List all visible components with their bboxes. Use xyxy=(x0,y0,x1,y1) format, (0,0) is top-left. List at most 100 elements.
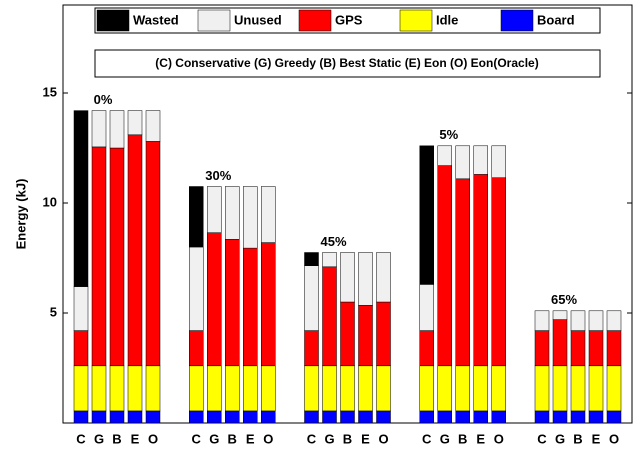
group-label: 0% xyxy=(94,92,113,107)
legend-label: Board xyxy=(537,12,575,27)
bar-segment xyxy=(340,365,355,412)
bar-segment xyxy=(145,410,161,424)
bar-segment xyxy=(376,410,391,424)
bar-segment xyxy=(304,265,319,331)
legend-label: Idle xyxy=(436,12,458,27)
bar-segment xyxy=(437,365,452,412)
bar-segment xyxy=(207,186,222,233)
bar-segment xyxy=(534,310,550,331)
bar-segment xyxy=(534,330,550,367)
legend-swatch xyxy=(500,9,534,32)
bar-segment xyxy=(606,310,622,331)
bar-segment xyxy=(552,319,568,367)
x-tick-label: O xyxy=(494,431,504,446)
bar-segment xyxy=(189,330,204,367)
y-tick-label: 5 xyxy=(50,304,57,319)
annotation-box xyxy=(94,49,601,78)
group-label: 65% xyxy=(551,292,577,307)
bar-segment xyxy=(455,145,470,180)
bar-segment xyxy=(491,177,506,367)
bar-segment xyxy=(127,134,143,367)
legend-swatch xyxy=(197,9,231,32)
x-tick-label: O xyxy=(263,431,273,446)
bar-segment xyxy=(419,145,434,285)
bar-segment xyxy=(552,410,568,424)
bar-segment xyxy=(340,252,355,303)
bar-segment xyxy=(73,365,89,412)
bar-segment xyxy=(322,266,337,367)
bar-segment xyxy=(588,310,604,331)
x-tick-label: E xyxy=(476,431,485,446)
bar-segment xyxy=(588,410,604,424)
bar-segment xyxy=(304,365,319,412)
bar-segment xyxy=(207,410,222,424)
bar-segment xyxy=(73,330,89,367)
bar-segment xyxy=(91,365,107,412)
bar-segment xyxy=(491,410,506,424)
x-tick-label: G xyxy=(94,431,104,446)
x-tick-label: O xyxy=(148,431,158,446)
bar-segment xyxy=(340,301,355,367)
x-tick-label: B xyxy=(112,431,121,446)
bar-segment xyxy=(73,110,89,287)
bar-segment xyxy=(243,186,258,249)
bar-segment xyxy=(73,410,89,424)
x-tick-label: B xyxy=(343,431,352,446)
bar-segment xyxy=(570,365,586,412)
bar-segment xyxy=(127,410,143,424)
x-tick-label: E xyxy=(592,431,601,446)
bar-segment xyxy=(358,410,373,424)
bar-segment xyxy=(225,365,240,412)
bar-segment xyxy=(243,365,258,412)
bar-segment xyxy=(145,365,161,412)
bar-segment xyxy=(473,174,488,367)
bar-segment xyxy=(473,145,488,175)
bar-segment xyxy=(473,365,488,412)
bar-segment xyxy=(437,145,452,166)
bar-segment xyxy=(145,141,161,367)
x-tick-label: C xyxy=(307,431,317,446)
y-tick-label: 10 xyxy=(43,194,57,209)
bar-segment xyxy=(91,110,107,148)
x-tick-label: C xyxy=(537,431,547,446)
bar-segment xyxy=(145,110,161,142)
annotation: (C) Conservative (G) Greedy (B) Best Sta… xyxy=(155,56,538,70)
bar-segment xyxy=(225,410,240,424)
bar-segment xyxy=(358,365,373,412)
bar-segment xyxy=(606,365,622,412)
bar-segment xyxy=(419,365,434,412)
bar-segment xyxy=(340,410,355,424)
bar-segment xyxy=(109,365,125,412)
bar-segment xyxy=(552,365,568,412)
bar-segment xyxy=(437,410,452,424)
bar-segment xyxy=(588,365,604,412)
bar-segment xyxy=(570,410,586,424)
bar-segment xyxy=(304,330,319,367)
x-tick-label: G xyxy=(209,431,219,446)
bar-segment xyxy=(207,232,222,367)
x-tick-label: G xyxy=(324,431,334,446)
x-tick-label: E xyxy=(246,431,255,446)
x-tick-label: E xyxy=(361,431,370,446)
bar-segment xyxy=(304,252,319,266)
x-tick-label: O xyxy=(609,431,619,446)
legend-swatch xyxy=(399,9,433,32)
bar-segment xyxy=(127,110,143,136)
group-label: 5% xyxy=(439,127,458,142)
bar-segment xyxy=(109,147,125,367)
legend-swatch xyxy=(298,9,332,32)
bar-segment xyxy=(455,178,470,367)
bar-segment xyxy=(491,365,506,412)
bar-segment xyxy=(207,365,222,412)
x-tick-label: B xyxy=(573,431,582,446)
bar-segment xyxy=(261,186,276,243)
y-tick-label: 15 xyxy=(43,84,57,99)
bar-segment xyxy=(552,310,568,320)
bar-segment xyxy=(91,410,107,424)
bar-segment xyxy=(358,252,373,306)
bar-segment xyxy=(570,330,586,367)
bar-segment xyxy=(109,110,125,149)
x-tick-label: G xyxy=(555,431,565,446)
legend-label: GPS xyxy=(335,12,363,27)
